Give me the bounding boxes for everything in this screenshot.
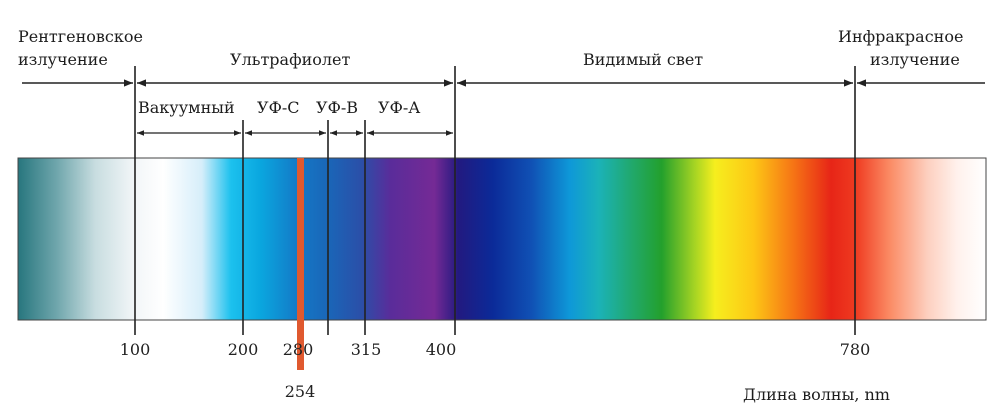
uvb-label: УФ-В — [316, 98, 359, 117]
tick-label-200: 200 — [227, 340, 259, 359]
vacuum-label: Вакуумный — [138, 98, 235, 117]
tick-label-315: 315 — [350, 340, 382, 359]
ir-label-line1: Инфракрасное — [838, 27, 964, 46]
ir-label-line2: излучение — [870, 50, 960, 69]
tick-label-400: 400 — [425, 340, 457, 359]
spectrum-bar — [17, 157, 987, 321]
axis-label: Длина волны, nm — [743, 385, 890, 404]
uv-label: Ультрафиолет — [230, 50, 351, 69]
xray-label-line2: излучение — [18, 50, 108, 69]
xray-label-line1: Рентгеновское — [18, 27, 143, 46]
uva-label: УФ-А — [378, 98, 421, 117]
tick-label-100: 100 — [119, 340, 151, 359]
marker-254 — [297, 158, 304, 370]
visible-label: Видимый свет — [583, 50, 704, 69]
tick-label-780: 780 — [839, 340, 871, 359]
tick-label-280: 280 — [282, 340, 314, 359]
uvc-label: УФ-С — [257, 98, 300, 117]
marker-label-254: 254 — [284, 382, 316, 401]
